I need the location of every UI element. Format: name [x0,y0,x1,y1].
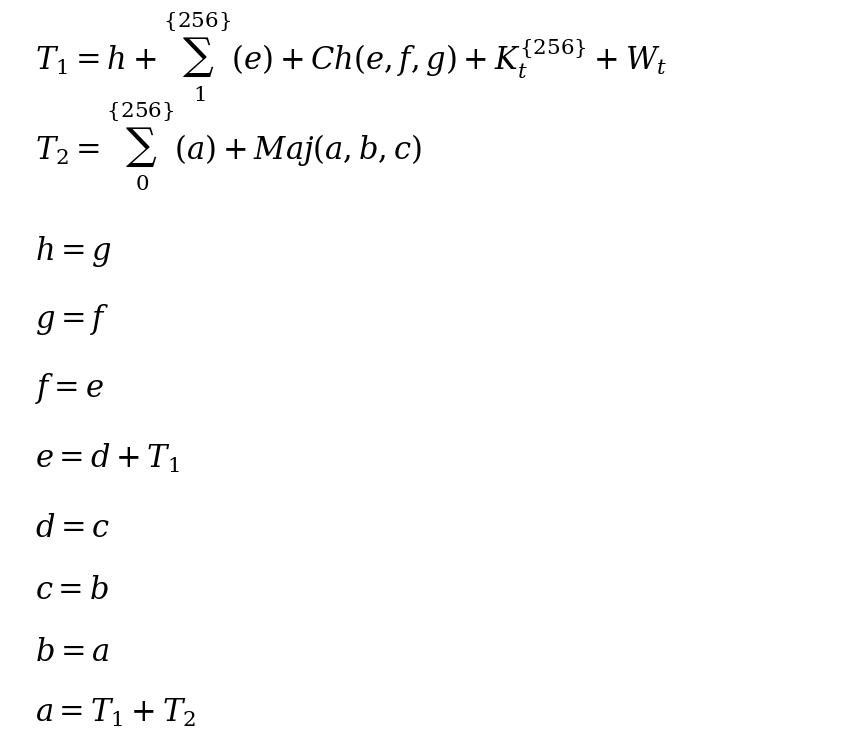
Text: $c = b$: $c = b$ [35,576,109,605]
Text: $b = a$: $b = a$ [35,638,110,667]
Text: $e = d + T_1$: $e = d + T_1$ [35,441,180,475]
Text: $T_1 = h + \sum_1^{\{256\}}(e) + Ch(e, f, g) + K_t^{\{256\}} + W_t$: $T_1 = h + \sum_1^{\{256\}}(e) + Ch(e, f… [35,10,666,103]
Text: $d = c$: $d = c$ [35,514,110,543]
Text: $a = T_1 + T_2$: $a = T_1 + T_2$ [35,697,196,729]
Text: $h = g$: $h = g$ [35,234,111,269]
Text: $T_2 = \sum_0^{\{256\}}(a) + Maj(a, b, c)$: $T_2 = \sum_0^{\{256\}}(a) + Maj(a, b, c… [35,100,421,193]
Text: $g = f$: $g = f$ [35,302,109,337]
Text: $f = e$: $f = e$ [35,371,104,406]
